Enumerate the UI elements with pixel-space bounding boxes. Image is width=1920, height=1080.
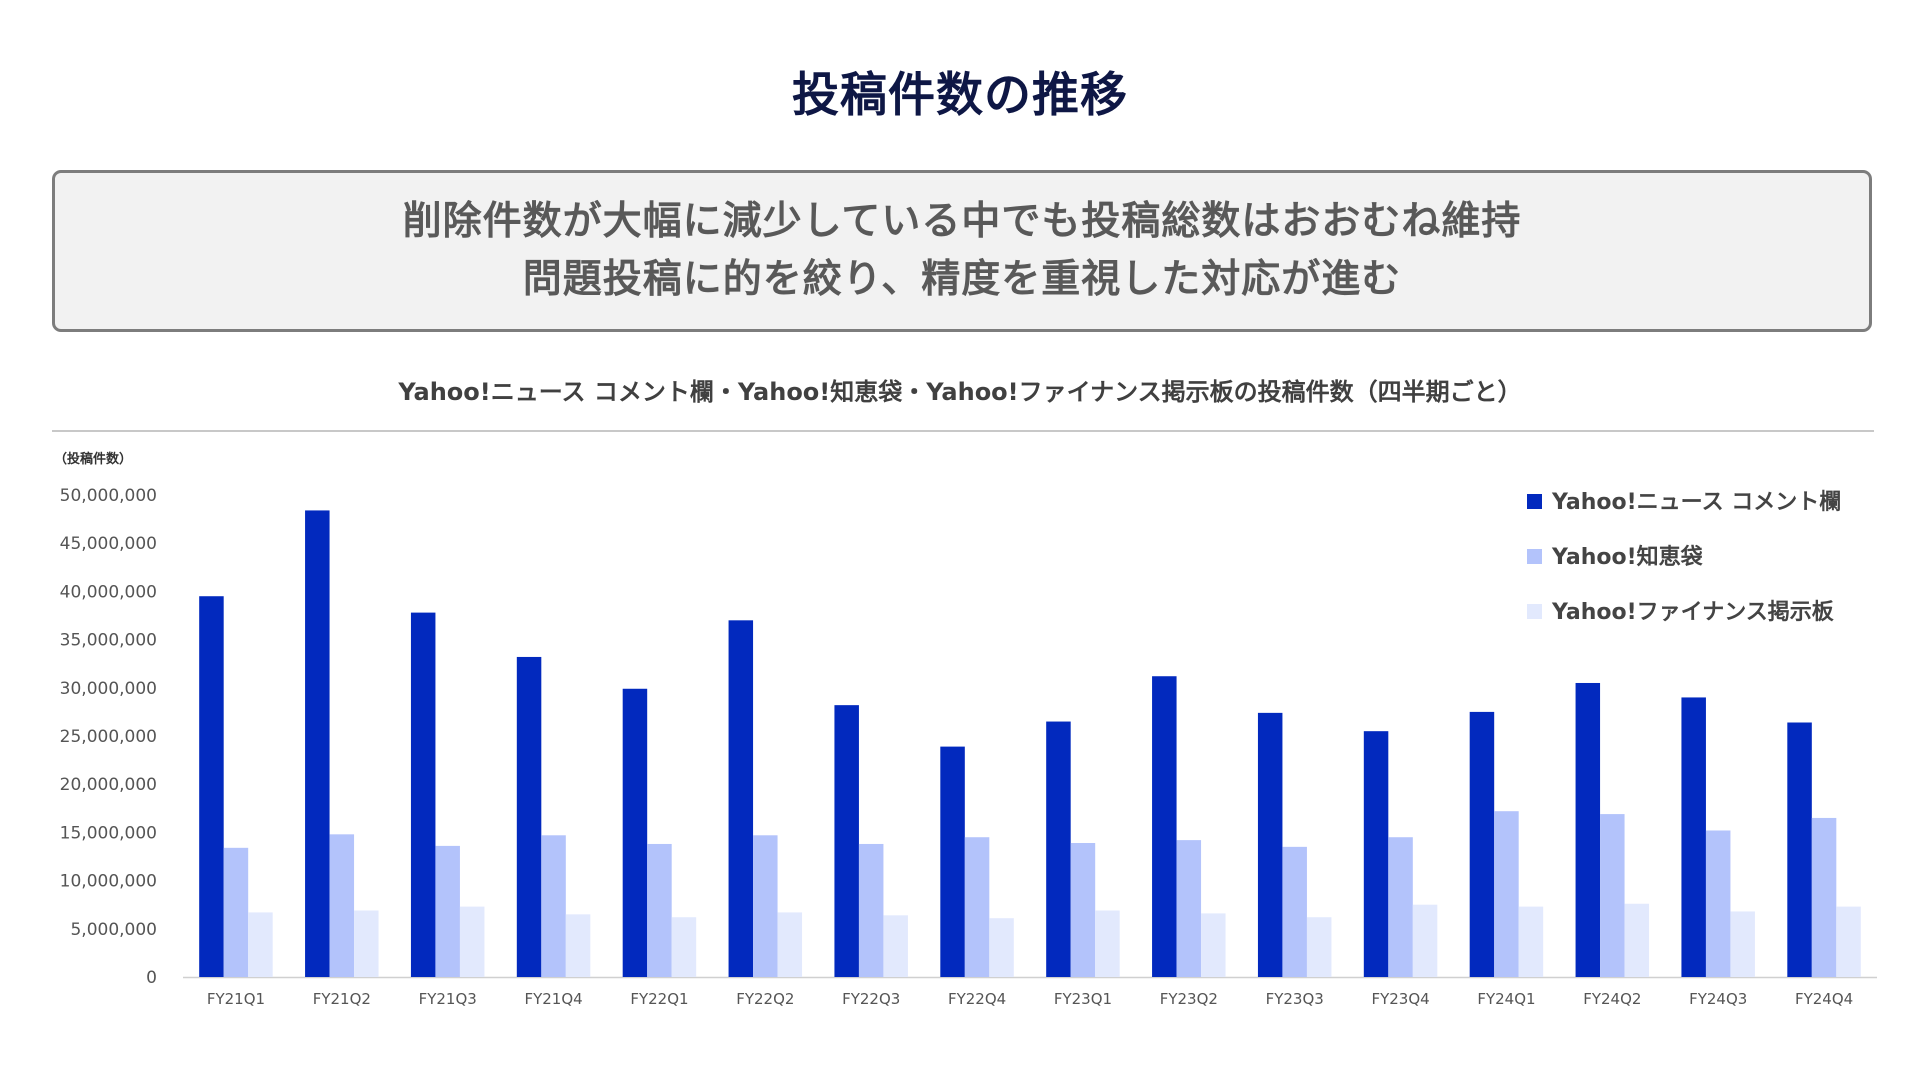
bar-fy24q4-series-2 — [1811, 817, 1837, 977]
x-tick-label: FY23Q1 — [1054, 990, 1112, 1008]
bar-fy23q1-series-1 — [1046, 721, 1071, 977]
bar-fy21q1-series-1 — [199, 596, 224, 977]
y-axis-label: （投稿件数） — [54, 451, 132, 467]
bar-fy24q1-series-1 — [1469, 711, 1495, 977]
bar-fy22q4-series-2 — [964, 837, 990, 977]
y-tick-label: 25,000,000 — [60, 727, 157, 747]
bar-fy23q4-series-2 — [1388, 837, 1413, 977]
bar-fy21q4-series-3 — [565, 914, 591, 977]
bar-fy24q1-series-3 — [1518, 906, 1544, 977]
bar-chart: （投稿件数） 0 5,000,000 10,000,000 15,000,000 20,0… — [54, 451, 1877, 1008]
bar-fy22q2-series-1 — [728, 620, 754, 977]
y-tick-label: 45,000,000 — [60, 534, 157, 554]
x-tick-label: FY23Q2 — [1160, 990, 1218, 1008]
title-divider — [52, 430, 1874, 432]
y-tick-label: 40,000,000 — [60, 582, 157, 602]
bar-fy24q2-series-1 — [1575, 682, 1601, 977]
legend-swatch — [1527, 494, 1542, 509]
bar-fy24q2-series-2 — [1600, 814, 1625, 977]
y-tick-label: 10,000,000 — [60, 872, 157, 892]
y-tick-label: 30,000,000 — [60, 679, 157, 699]
bar-fy22q2-series-3 — [777, 912, 803, 977]
legend-swatch — [1527, 604, 1542, 619]
bar-fy22q2-series-2 — [753, 835, 778, 977]
page-title: 投稿件数の推移 — [792, 68, 1128, 123]
bar-fy22q1-series-3 — [671, 917, 697, 977]
bar-fy24q3-series-3 — [1730, 911, 1755, 977]
bar-fy21q2-series-3 — [354, 910, 379, 977]
bar-fy22q3-series-3 — [883, 915, 908, 977]
bar-fy21q2-series-2 — [329, 834, 355, 977]
y-tick-label: 15,000,000 — [60, 823, 157, 843]
x-tick-label: FY23Q4 — [1371, 990, 1429, 1008]
bar-fy23q4-series-3 — [1412, 904, 1438, 977]
bar-fy23q3-series-3 — [1306, 917, 1332, 977]
bar-fy23q2-series-1 — [1152, 676, 1177, 977]
bar-fy23q2-series-3 — [1201, 913, 1226, 977]
chart-title: Yahoo!ニュース コメント欄・Yahoo!知恵袋・Yahoo!ファイナンス掲… — [398, 378, 1522, 406]
bar-fy23q1-series-3 — [1095, 910, 1120, 977]
bar-fy23q3-series-2 — [1282, 846, 1307, 977]
bar-fy24q4-series-3 — [1836, 906, 1861, 977]
bar-fy23q1-series-2 — [1070, 843, 1096, 977]
legend-swatch — [1527, 549, 1542, 564]
x-tick-label: FY24Q3 — [1689, 990, 1747, 1008]
y-tick-label: 5,000,000 — [70, 920, 157, 940]
legend-label: Yahoo!知恵袋 — [1551, 544, 1704, 570]
bar-fy24q2-series-3 — [1624, 903, 1650, 977]
y-tick-label: 35,000,000 — [60, 631, 157, 651]
bar-fy24q1-series-2 — [1494, 811, 1519, 977]
bar-fy24q3-series-1 — [1681, 697, 1706, 977]
x-tick-label: FY22Q4 — [948, 990, 1006, 1008]
x-tick-label: FY21Q3 — [419, 990, 477, 1008]
bar-fy21q4-series-1 — [516, 656, 542, 977]
bar-fy21q4-series-2 — [541, 835, 566, 977]
bar-fy24q3-series-2 — [1705, 830, 1731, 977]
bar-fy21q1-series-3 — [248, 912, 273, 977]
bar-fy22q1-series-2 — [647, 843, 672, 977]
bar-fy22q4-series-1 — [940, 746, 965, 977]
x-tick-label: FY24Q2 — [1583, 990, 1641, 1008]
bar-fy21q3-series-3 — [459, 906, 485, 977]
summary-line-2: 問題投稿に的を絞り、精度を重視した対応が進む — [522, 257, 1402, 302]
summary-box: 削除件数が大幅に減少している中でも投稿総数はおおむね維持 問題投稿に的を絞り、精… — [52, 170, 1872, 332]
x-tick-label: FY21Q2 — [313, 990, 371, 1008]
x-tick-label: FY23Q3 — [1266, 990, 1324, 1008]
x-tick-label: FY21Q1 — [207, 990, 265, 1008]
y-tick-label: 50,000,000 — [60, 486, 157, 506]
bar-fy22q3-series-2 — [858, 843, 884, 977]
bar-fy23q4-series-1 — [1363, 731, 1389, 977]
x-tick-label: FY22Q2 — [736, 990, 794, 1008]
bar-fy22q1-series-1 — [622, 688, 648, 977]
bar-fy21q1-series-2 — [223, 847, 249, 977]
bar-fy21q3-series-2 — [435, 845, 460, 977]
y-tick-label: 0 — [146, 968, 157, 988]
x-tick-label: FY22Q3 — [842, 990, 900, 1008]
y-tick-label: 20,000,000 — [60, 775, 157, 795]
bar-fy21q2-series-1 — [305, 510, 330, 977]
bar-fy23q2-series-2 — [1176, 840, 1202, 977]
bar-fy21q3-series-1 — [410, 612, 436, 977]
bar-fy23q3-series-1 — [1257, 712, 1283, 977]
bar-fy22q4-series-3 — [989, 918, 1014, 977]
x-tick-label: FY22Q1 — [630, 990, 688, 1008]
bar-fy24q4-series-1 — [1787, 722, 1812, 977]
summary-line-1: 削除件数が大幅に減少している中でも投稿総数はおおむね維持 — [402, 199, 1522, 244]
bar-fy22q3-series-1 — [834, 705, 859, 977]
legend-label: Yahoo!ニュース コメント欄 — [1551, 489, 1841, 515]
x-tick-label: FY24Q1 — [1477, 990, 1535, 1008]
x-tick-label: FY24Q4 — [1795, 990, 1853, 1008]
x-tick-label: FY21Q4 — [524, 990, 582, 1008]
legend-label: Yahoo!ファイナンス掲示板 — [1551, 599, 1835, 625]
